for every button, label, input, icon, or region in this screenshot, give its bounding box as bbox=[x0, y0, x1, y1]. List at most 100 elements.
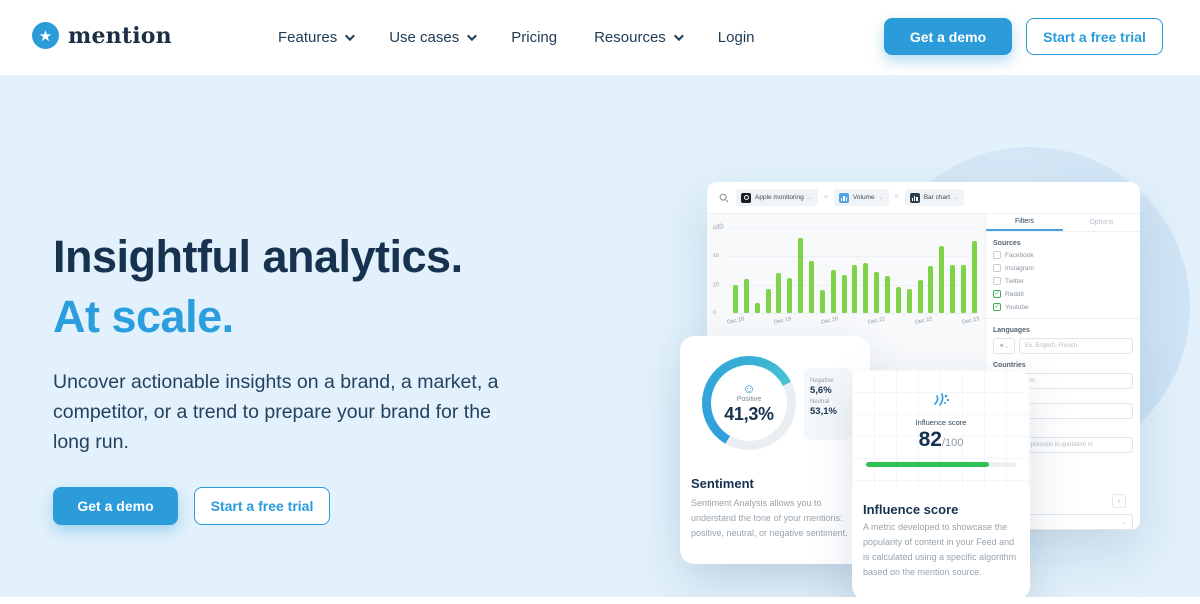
sentiment-card: ☺ Positive 41,3% Negative 5,6% Neutral 53,1… bbox=[680, 336, 870, 564]
volume-bar bbox=[787, 278, 793, 313]
y-axis-tick: 60 bbox=[712, 224, 720, 232]
panel-tabs: Filters Options bbox=[986, 214, 1140, 232]
bars-glyph bbox=[911, 195, 918, 201]
chip-apple-monitoring[interactable]: Apple monitoring ⌄ bbox=[736, 189, 818, 206]
nav-item-label: Features bbox=[278, 29, 338, 46]
score-number: 82 bbox=[918, 428, 942, 451]
sentiment-card-title: Sentiment bbox=[691, 476, 754, 491]
y-axis-tick: 0 bbox=[712, 309, 717, 317]
nav-item-label: Use cases bbox=[389, 29, 460, 46]
bar-glyph bbox=[840, 197, 843, 201]
chevron-down-icon: ⌄ bbox=[807, 195, 813, 201]
tab-filters[interactable]: Filters bbox=[986, 214, 1063, 231]
brand-logo[interactable]: ★ mention bbox=[32, 22, 172, 49]
negative-value: 5,6% bbox=[810, 385, 832, 396]
volume-bars bbox=[733, 228, 977, 313]
checkbox-reddit[interactable]: ✓ bbox=[993, 290, 1001, 298]
nav-item-pricing[interactable]: Pricing bbox=[511, 29, 557, 46]
chevron-down-icon: ⌄ bbox=[878, 195, 884, 201]
header-free-trial-button[interactable]: Start a free trial bbox=[1026, 18, 1163, 55]
volume-bar bbox=[939, 246, 945, 313]
source-label: Instagram bbox=[1005, 264, 1034, 272]
volume-bar bbox=[776, 273, 782, 313]
checkbox-youtube[interactable]: ✓ bbox=[993, 303, 1001, 311]
influence-progress-fill bbox=[866, 462, 989, 467]
chart-gridline bbox=[729, 313, 979, 314]
nav-item-use-cases[interactable]: Use cases bbox=[389, 29, 478, 46]
source-row-facebook[interactable]: ✓ Facebook bbox=[993, 251, 1140, 259]
influence-score-icon bbox=[934, 393, 950, 406]
checkbox-twitter[interactable]: ✓ bbox=[993, 277, 1001, 285]
volume-bar bbox=[895, 287, 901, 313]
volume-bar bbox=[885, 276, 891, 313]
chart-settings-icon[interactable]: ⚙ bbox=[717, 222, 725, 231]
page-title-line1: Insightful analytics. bbox=[53, 231, 463, 282]
chevron-down-icon bbox=[467, 31, 478, 42]
volume-bar bbox=[830, 270, 836, 313]
bars-glyph bbox=[840, 195, 847, 201]
influence-progress-track bbox=[866, 462, 1016, 467]
nav-item-login[interactable]: Login bbox=[718, 29, 755, 46]
negative-label: Negative bbox=[810, 378, 834, 384]
x-axis-tick: Dec 20 bbox=[820, 316, 839, 326]
header-get-demo-button[interactable]: Get a demo bbox=[884, 18, 1012, 55]
x-axis-tick: Dec 23 bbox=[961, 316, 980, 326]
nav-item-resources[interactable]: Resources bbox=[594, 29, 684, 46]
language-flag-dropdown[interactable]: ⚑ ⌄ bbox=[993, 338, 1015, 354]
chip-volume[interactable]: Volume ⌄ bbox=[833, 189, 889, 206]
volume-bar bbox=[971, 241, 977, 313]
chevron-down-icon bbox=[673, 31, 684, 42]
tab-options[interactable]: Options bbox=[1089, 219, 1114, 226]
x-axis-tick: Dec 18 bbox=[726, 316, 745, 326]
positive-label: Positive bbox=[736, 395, 762, 403]
nav-item-label: Pricing bbox=[511, 29, 558, 46]
hero-description: Uncover actionable insights on a brand, … bbox=[53, 371, 499, 453]
panel-divider bbox=[986, 318, 1140, 319]
volume-bar bbox=[765, 289, 771, 313]
checkbox-instagram[interactable]: ✓ bbox=[993, 264, 1001, 272]
chip-bar-chart[interactable]: Bar chart ⌄ bbox=[904, 189, 965, 206]
influence-card-title: Influence score bbox=[863, 502, 959, 517]
chip-label: Apple monitoring bbox=[755, 194, 804, 201]
volume-bar bbox=[743, 279, 749, 313]
sources-title: Sources bbox=[993, 240, 1021, 247]
influence-card-description: A metric developed to showcase the popul… bbox=[863, 522, 1017, 577]
source-row-twitter[interactable]: ✓ Twitter bbox=[993, 277, 1140, 285]
nav-item-features[interactable]: Features bbox=[278, 29, 356, 46]
neutral-label: Neutral bbox=[810, 399, 830, 405]
volume-bar bbox=[809, 261, 815, 313]
source-label: Twitter bbox=[1005, 277, 1025, 285]
grid-background bbox=[852, 370, 1030, 488]
influence-score-value: 82/100 bbox=[852, 428, 1030, 452]
hero-get-demo-button[interactable]: Get a demo bbox=[53, 487, 178, 525]
languages-title: Languages bbox=[993, 327, 1030, 334]
chevron-down-icon: ⌄ bbox=[954, 195, 960, 201]
chevron-down-icon bbox=[345, 31, 356, 42]
volume-bar bbox=[906, 289, 912, 313]
volume-bar bbox=[917, 280, 923, 313]
chip-label: Bar chart bbox=[923, 194, 951, 201]
chart-x-axis: Dec 18 Dec 19 Dec 20 Dec 21 Dec 22 Dec 23 bbox=[726, 316, 980, 326]
hero-free-trial-button[interactable]: Start a free trial bbox=[194, 487, 330, 525]
bar-glyph bbox=[911, 197, 914, 201]
y-axis-tick: 40 bbox=[712, 252, 720, 260]
hero-section: Insightful analytics. At scale. Uncover … bbox=[0, 75, 1200, 597]
source-row-youtube[interactable]: ✓ Youtube bbox=[993, 303, 1140, 311]
volume-bar bbox=[819, 290, 825, 313]
search-icon[interactable] bbox=[719, 193, 729, 203]
source-row-instagram[interactable]: ✓ Instagram bbox=[993, 264, 1140, 272]
nav-item-label: Resources bbox=[594, 29, 666, 46]
volume-bar bbox=[852, 265, 858, 313]
nav-item-label: Login bbox=[717, 29, 755, 46]
y-axis-tick: 20 bbox=[712, 281, 720, 289]
languages-input[interactable]: Ex. English, French bbox=[1019, 338, 1133, 354]
source-row-reddit[interactable]: ✓ Reddit bbox=[993, 290, 1140, 298]
page-bottom-strip bbox=[0, 597, 1200, 604]
smiley-icon: ☺ bbox=[742, 380, 756, 396]
chip-separator: + bbox=[823, 194, 828, 201]
volume-bar bbox=[874, 272, 880, 313]
collapse-panel-button[interactable]: ‹ bbox=[1112, 494, 1126, 508]
checkbox-facebook[interactable]: ✓ bbox=[993, 251, 1001, 259]
volume-bar bbox=[733, 285, 738, 313]
volume-bar bbox=[798, 238, 804, 313]
